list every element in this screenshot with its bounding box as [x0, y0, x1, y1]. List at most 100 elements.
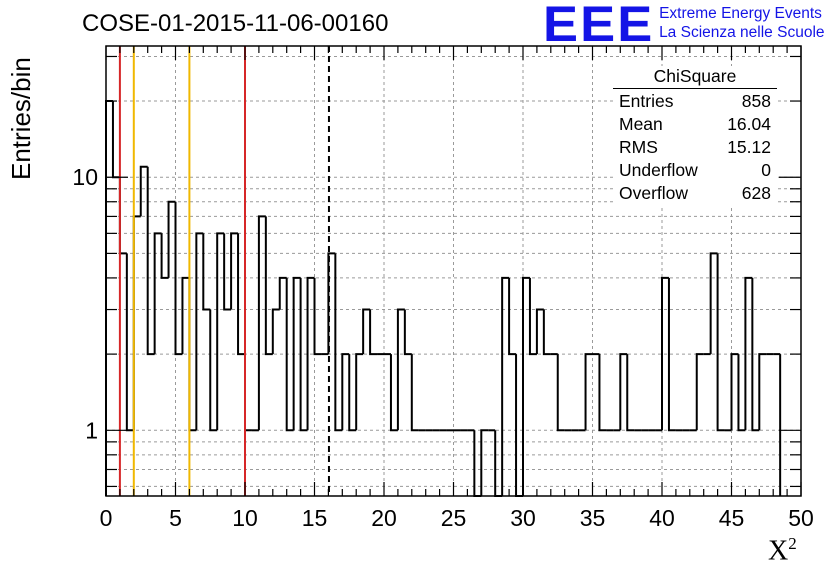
stats-row-entries: Entries 858 [613, 90, 777, 113]
stats-label: Entries [619, 91, 674, 111]
histogram-bin [758, 353, 767, 431]
x-tick-label: 0 [100, 505, 113, 531]
histogram-bin [209, 309, 218, 432]
histogram-bin [341, 353, 350, 431]
stats-value: 15.12 [727, 137, 771, 157]
histogram-bin [174, 201, 183, 356]
x-tick-label: 45 [719, 505, 745, 531]
histogram-bin [619, 353, 628, 431]
histogram-bin [139, 165, 148, 217]
logo-line-2: La Scienza nelle Scuole [659, 24, 825, 41]
histogram-bin [709, 252, 718, 355]
histogram-bin [584, 353, 593, 431]
histogram-bin [661, 276, 669, 431]
histogram-bin [528, 277, 537, 356]
histogram-bin [223, 233, 232, 311]
stats-value: 0 [761, 160, 771, 180]
x-tick-label: 30 [510, 505, 536, 531]
histogram-bin [306, 276, 315, 431]
histogram-bin [716, 253, 725, 432]
histogram-bin [146, 166, 155, 356]
histogram-bin [181, 276, 190, 355]
histogram-bin [334, 253, 343, 432]
grid-lines [106, 46, 801, 496]
histogram-bin [264, 216, 273, 356]
histogram-bars [105, 100, 782, 497]
x-tick-label: 25 [441, 505, 467, 531]
histogram-bin [348, 354, 357, 432]
x-axis-label: X2 [768, 534, 797, 567]
histogram-bin [598, 354, 607, 432]
histogram-bin [667, 277, 676, 432]
histogram-bin [751, 277, 760, 432]
stats-row-overflow: Overflow 628 [613, 182, 777, 205]
histogram-bin [744, 276, 753, 431]
histogram-bin [535, 308, 544, 355]
histogram-bin [403, 309, 412, 356]
histogram-bin [167, 200, 176, 278]
histogram-bin [271, 308, 280, 355]
x-tick-label: 10 [232, 505, 258, 531]
histogram-bin [515, 354, 523, 497]
stats-label: Overflow [619, 183, 689, 203]
histogram-bin [292, 276, 301, 431]
histogram-bin [132, 215, 141, 431]
stats-label: Mean [619, 114, 663, 134]
x-tick-label: 40 [649, 505, 675, 531]
histogram-bin [355, 353, 364, 431]
histogram-bin [737, 354, 746, 432]
eee-logo: EEE Extreme Energy Events La Scienza nel… [543, 0, 825, 52]
histogram-bin [160, 233, 169, 279]
axes [105, 45, 802, 497]
histogram-bin [389, 354, 398, 432]
logo-line-1: Extreme Energy Events [659, 5, 822, 22]
histogram-bin [285, 277, 294, 432]
histogram-bin [111, 101, 120, 179]
stats-value: 858 [741, 91, 771, 111]
reference-lines [118, 46, 330, 496]
tick-labels: 0 5 10 15 20 25 30 35 40 45 50 1 10 [72, 164, 813, 531]
stats-row-mean: Mean 16.04 [613, 113, 777, 136]
histogram-bin [556, 354, 565, 432]
histogram-bin [542, 309, 551, 356]
x-axis-label-symbol: X [768, 535, 789, 567]
stats-row-rms: RMS 15.12 [613, 136, 777, 159]
histogram-bin [125, 253, 134, 432]
y-tick-label: 10 [72, 164, 98, 190]
x-tick-label: 20 [371, 505, 397, 531]
histogram-bin [105, 100, 113, 496]
histogram-bin [257, 215, 266, 431]
stats-value: 16.04 [727, 114, 771, 134]
histogram-bin [202, 233, 211, 311]
histogram-bin [396, 308, 405, 431]
x-tick-label: 35 [580, 505, 606, 531]
histogram-bin [230, 232, 239, 310]
histogram-bin [313, 277, 322, 356]
x-tick-label: 50 [788, 505, 814, 531]
histogram-bin [730, 353, 739, 431]
chart-title: COSE-01-2015-11-06-00160 [82, 10, 389, 37]
histogram-bin [508, 277, 517, 356]
histogram-bin [522, 276, 530, 496]
eee-logo-text: Extreme Energy Events La Scienza nelle S… [659, 2, 824, 42]
stats-label: Underflow [619, 160, 698, 180]
histogram-bin [244, 354, 252, 432]
histogram-bin [501, 276, 510, 496]
histogram-bin [216, 232, 225, 431]
stats-title: ChiSquare [613, 66, 777, 89]
histogram-bin [237, 233, 245, 356]
histogram-bin [480, 429, 489, 496]
histogram-bin [362, 308, 371, 355]
histogram-bin [626, 354, 635, 432]
stats-row-underflow: Underflow 0 [613, 159, 777, 182]
stats-value: 628 [741, 183, 771, 203]
histogram-bin [695, 353, 704, 431]
histogram-bin [369, 309, 378, 356]
histogram-bin [153, 232, 162, 355]
x-tick-label: 5 [169, 505, 182, 531]
histogram-bin [278, 276, 287, 310]
eee-logo-mark: EEE [543, 0, 655, 52]
stats-box: ChiSquare Entries 858 Mean 16.04 RMS 15.12 … [613, 66, 777, 205]
y-axis-label: Entries/bin [6, 57, 36, 180]
